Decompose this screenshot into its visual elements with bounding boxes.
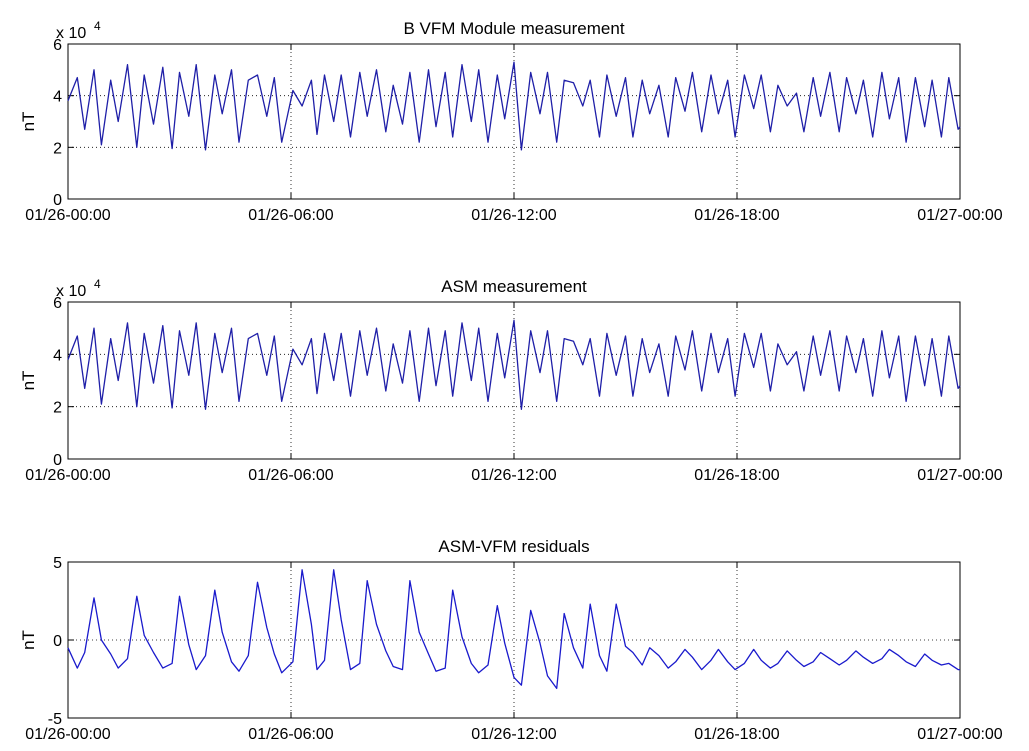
x-tick-label: 01/26-12:00 [471, 207, 557, 224]
x-tick-label: 01/26-12:00 [471, 726, 557, 743]
x-tick-label: 01/27-00:00 [917, 207, 1003, 224]
x-tick-label: 01/26-00:00 [25, 207, 111, 224]
data-series-line-1 [67, 61, 961, 151]
y-multiplier-exponent: 4 [94, 19, 101, 33]
x-tick-label: 01/26-00:00 [25, 467, 111, 484]
x-tick-label: 01/26-18:00 [694, 467, 780, 484]
chart-title: ASM measurement [441, 277, 587, 296]
plot-area [67, 301, 961, 460]
x-tick-label: 01/27-00:00 [917, 726, 1003, 743]
y-tick-label: 4 [53, 347, 62, 364]
x-tick-label: 01/26-06:00 [248, 726, 334, 743]
y-tick-label: 4 [53, 89, 62, 106]
y-tick-label: 5 [53, 555, 62, 572]
y-tick-label: 2 [53, 400, 62, 417]
y-axis-label: nT [19, 371, 38, 391]
data-series-line-1 [67, 319, 961, 410]
y-tick-label: 0 [53, 633, 62, 650]
y-tick-label: 6 [53, 37, 62, 54]
x-tick-label: 01/27-00:00 [917, 467, 1003, 484]
chart-title: B VFM Module measurement [403, 19, 624, 38]
x-tick-label: 01/26-18:00 [694, 207, 780, 224]
y-multiplier: x 10 [56, 25, 86, 42]
y-tick-label: 0 [53, 452, 62, 469]
y-axis-label: nT [19, 112, 38, 132]
y-multiplier: x 10 [56, 283, 86, 300]
chart-panel-1: B VFM Module measurement 0 2 4 6 01/26-00:00 0… [19, 19, 1003, 224]
chart-panel-2: ASM measurement 0 2 4 6 01/26-00:00 01/26-06:0… [19, 277, 1003, 484]
y-multiplier-exponent: 4 [94, 277, 101, 291]
x-tick-label: 01/26-00:00 [25, 726, 111, 743]
x-tick-label: 01/26-18:00 [694, 726, 780, 743]
y-tick-label: 2 [53, 140, 62, 157]
y-tick-label: 0 [53, 192, 62, 209]
chart-panel-3: ASM-VFM residuals -5 0 5 01/26-00:00 01/26-06… [19, 537, 1003, 743]
x-tick-label: 01/26-06:00 [248, 207, 334, 224]
data-series-line-1 [67, 569, 960, 690]
x-tick-label: 01/26-12:00 [471, 467, 557, 484]
y-tick-label: -5 [48, 711, 62, 728]
y-axis-label: nT [19, 630, 38, 650]
y-tick-label: 6 [53, 295, 62, 312]
chart-title: ASM-VFM residuals [438, 537, 589, 556]
x-tick-label: 01/26-06:00 [248, 467, 334, 484]
